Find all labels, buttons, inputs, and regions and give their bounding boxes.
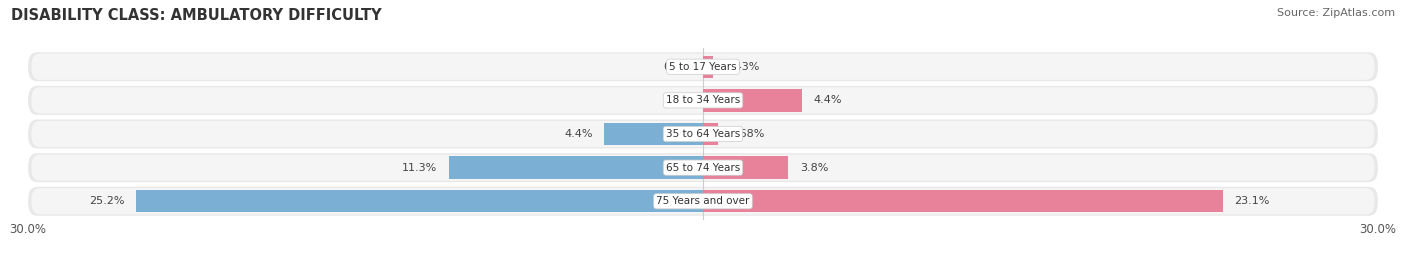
Text: 0.68%: 0.68% bbox=[730, 129, 765, 139]
Text: 35 to 64 Years: 35 to 64 Years bbox=[666, 129, 740, 139]
Bar bbox=[136, 190, 703, 213]
Text: 4.4%: 4.4% bbox=[813, 95, 842, 105]
Text: 0.0%: 0.0% bbox=[664, 62, 692, 72]
Text: 11.3%: 11.3% bbox=[402, 163, 437, 173]
Bar bbox=[703, 89, 801, 111]
Text: 0.0%: 0.0% bbox=[664, 95, 692, 105]
Text: 5 to 17 Years: 5 to 17 Years bbox=[669, 62, 737, 72]
Bar bbox=[703, 55, 713, 78]
Bar bbox=[703, 157, 789, 179]
Text: 75 Years and over: 75 Years and over bbox=[657, 196, 749, 206]
Text: 3.8%: 3.8% bbox=[800, 163, 828, 173]
Text: 25.2%: 25.2% bbox=[90, 196, 125, 206]
Text: Source: ZipAtlas.com: Source: ZipAtlas.com bbox=[1277, 8, 1395, 18]
Bar bbox=[703, 190, 1223, 213]
FancyBboxPatch shape bbox=[28, 187, 1378, 216]
Text: 18 to 34 Years: 18 to 34 Years bbox=[666, 95, 740, 105]
Text: DISABILITY CLASS: AMBULATORY DIFFICULTY: DISABILITY CLASS: AMBULATORY DIFFICULTY bbox=[11, 8, 382, 23]
Bar bbox=[605, 123, 703, 145]
Bar bbox=[703, 123, 718, 145]
FancyBboxPatch shape bbox=[31, 87, 1375, 113]
Text: 23.1%: 23.1% bbox=[1234, 196, 1270, 206]
FancyBboxPatch shape bbox=[28, 153, 1378, 182]
Bar bbox=[449, 157, 703, 179]
Text: 65 to 74 Years: 65 to 74 Years bbox=[666, 163, 740, 173]
FancyBboxPatch shape bbox=[31, 188, 1375, 214]
FancyBboxPatch shape bbox=[31, 155, 1375, 181]
FancyBboxPatch shape bbox=[31, 54, 1375, 80]
FancyBboxPatch shape bbox=[28, 52, 1378, 81]
FancyBboxPatch shape bbox=[28, 120, 1378, 148]
FancyBboxPatch shape bbox=[31, 121, 1375, 147]
Text: 4.4%: 4.4% bbox=[564, 129, 593, 139]
Text: 0.43%: 0.43% bbox=[724, 62, 759, 72]
FancyBboxPatch shape bbox=[28, 86, 1378, 115]
